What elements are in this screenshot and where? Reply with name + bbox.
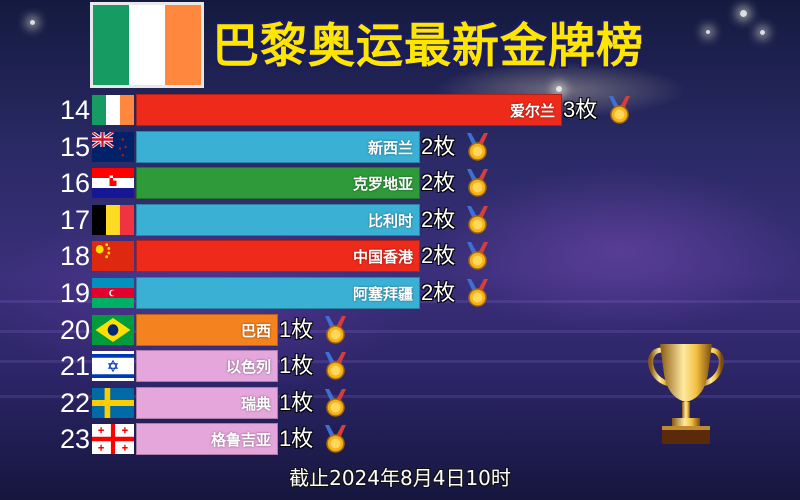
bar: 爱尔兰	[136, 94, 562, 126]
country-label: 巴西	[240, 322, 271, 340]
rank-label: 20	[59, 315, 90, 345]
medal-count-label: 1枚	[279, 353, 314, 378]
new-zealand-flag-icon	[92, 132, 134, 162]
ireland-flag-icon	[92, 95, 134, 125]
country-label: 格鲁吉亚	[210, 431, 271, 449]
bar: 克罗地亚	[136, 167, 420, 199]
country-label: 爱尔兰	[509, 102, 555, 120]
stands-tier	[0, 395, 800, 398]
stadium-light	[760, 30, 765, 35]
medal-count-label: 1枚	[279, 390, 314, 415]
bar: 比利时	[136, 204, 420, 236]
hong-kong-flag-icon	[92, 241, 134, 271]
stands-tier	[0, 330, 800, 333]
gold-medal-icon	[467, 206, 488, 234]
rank-label: 17	[59, 205, 90, 235]
gold-medal-icon	[467, 133, 488, 161]
rank-label: 22	[59, 388, 90, 418]
country-label: 比利时	[367, 212, 413, 230]
gold-medal-icon	[609, 96, 630, 124]
gold-medal-icon	[467, 279, 488, 307]
country-label: 中国香港	[352, 248, 413, 266]
medal-count-label: 1枚	[279, 317, 314, 342]
bar: 格鲁吉亚	[136, 423, 278, 455]
ireland-flag-icon	[90, 2, 204, 88]
azerbaijan-flag-icon	[92, 278, 134, 308]
rank-label: 19	[59, 278, 90, 308]
stands-tier	[0, 360, 800, 363]
bar: 以色列	[136, 350, 278, 382]
chart-title: 巴黎奥运最新金牌榜	[212, 19, 644, 74]
medal-count-label: 2枚	[421, 280, 456, 305]
rank-label: 23	[59, 424, 90, 454]
medal-count-label: 1枚	[279, 426, 314, 451]
stadium-light	[30, 20, 35, 25]
brazil-flag-icon	[92, 315, 134, 345]
croatia-flag-icon	[92, 168, 134, 198]
medal-count-label: 2枚	[421, 170, 456, 195]
medal-count-label: 2枚	[421, 134, 456, 159]
israel-flag-icon	[92, 351, 134, 381]
stadium-light	[706, 30, 710, 34]
gold-medal-icon	[325, 352, 346, 380]
gold-medal-icon	[325, 316, 346, 344]
gold-medal-icon	[325, 389, 346, 417]
georgia-flag-icon	[92, 424, 134, 454]
stadium-light	[740, 10, 747, 17]
sweden-flag-icon	[92, 388, 134, 418]
bar: 新西兰	[136, 131, 420, 163]
bar: 中国香港	[136, 240, 420, 272]
gold-medal-icon	[467, 169, 488, 197]
bar: 瑞典	[136, 387, 278, 419]
rank-label: 16	[59, 168, 90, 198]
country-label: 阿塞拜疆	[352, 285, 413, 303]
medal-count-label: 3枚	[563, 97, 598, 122]
rank-label: 14	[59, 95, 90, 125]
bar: 巴西	[136, 314, 278, 346]
medal-count-label: 2枚	[421, 243, 456, 268]
stadium-light	[556, 86, 562, 92]
trophy-icon	[648, 344, 724, 444]
rank-label: 18	[59, 241, 90, 271]
country-label: 克罗地亚	[352, 175, 413, 193]
country-label: 以色列	[225, 358, 271, 376]
country-label: 瑞典	[240, 395, 271, 413]
gold-medal-icon	[325, 425, 346, 453]
rank-label: 15	[59, 132, 90, 162]
footer-timestamp: 截止2024年8月4日10时	[289, 466, 511, 490]
gold-medal-icon	[467, 242, 488, 270]
rank-label: 21	[59, 351, 90, 381]
country-label: 新西兰	[367, 139, 413, 157]
medal-count-label: 2枚	[421, 207, 456, 232]
bar: 阿塞拜疆	[136, 277, 420, 309]
belgium-flag-icon	[92, 205, 134, 235]
